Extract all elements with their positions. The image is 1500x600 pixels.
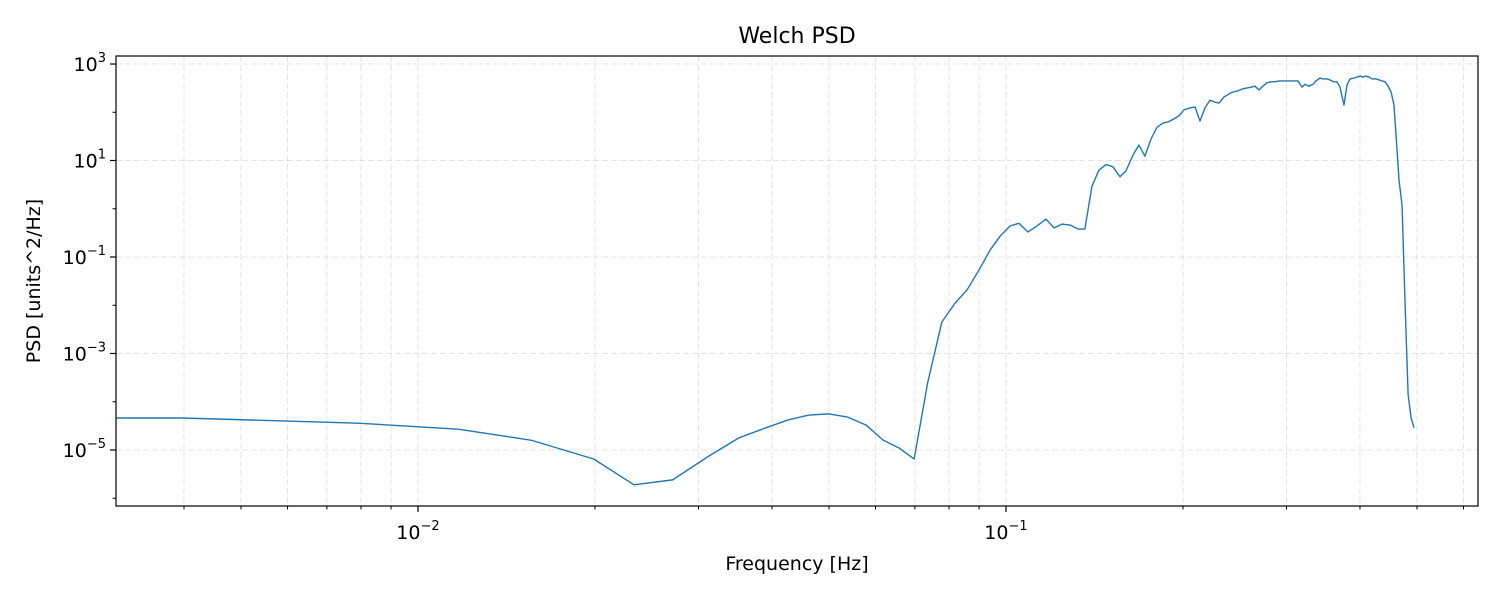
y-axis-label: PSD [units^2/Hz] [23,199,45,363]
x-tick-label-exponent: −2 [420,519,439,534]
x-tick-label-base: 10 [984,522,1008,544]
y-tick-label-base: 10 [74,54,98,76]
y-tick-label-base: 10 [63,343,87,365]
x-tick-label-base: 10 [396,522,420,544]
y-tick-label: 101 [74,148,106,173]
x-tick-label-exponent: −1 [1008,519,1027,534]
x-tick-label: 10−1 [984,519,1027,544]
y-tick-label-exponent: −5 [87,437,106,452]
y-tick-label-base: 10 [63,247,87,269]
y-tick-label: 10−3 [63,340,106,365]
y-tick-label-base: 10 [74,151,98,173]
y-tick-label-exponent: −3 [87,340,106,355]
y-tick-label-exponent: 1 [98,148,106,163]
chart-title: Welch PSD [738,24,855,49]
y-tick-label-exponent: −1 [87,244,106,259]
plot-frame [115,55,1479,507]
y-tick-label-exponent: 3 [98,51,106,66]
psd-line [116,75,1415,486]
x-tick-label: 10−2 [396,519,439,544]
y-tick-label: 10−5 [63,437,106,462]
y-tick-label: 10−1 [63,244,106,269]
x-axis-label: Frequency [Hz] [725,553,868,575]
y-tick-label: 103 [74,51,106,76]
y-tick-label-base: 10 [63,440,87,462]
